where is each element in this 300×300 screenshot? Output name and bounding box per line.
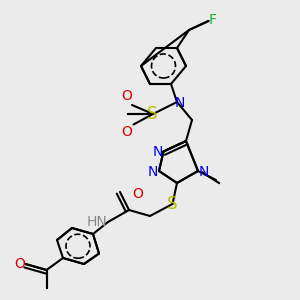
Text: HN: HN (87, 215, 107, 229)
Text: O: O (14, 257, 25, 271)
Text: O: O (132, 187, 143, 200)
Text: N: N (152, 145, 163, 158)
Text: N: N (148, 165, 158, 178)
Text: O: O (121, 125, 132, 139)
Text: O: O (121, 89, 132, 103)
Text: N: N (199, 165, 209, 178)
Text: N: N (174, 96, 184, 110)
Text: F: F (208, 14, 217, 27)
Text: S: S (167, 195, 178, 213)
Text: S: S (147, 105, 158, 123)
